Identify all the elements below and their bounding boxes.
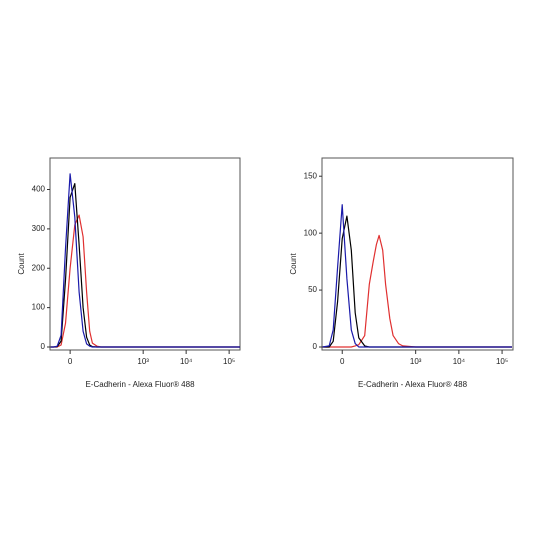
x-tick-label: 10⁵ [223,357,235,366]
plot-frame [321,157,514,351]
x-axis-title: E-Cadherin - Alexa Fluor® 488 [85,380,195,389]
histogram-line [322,204,512,348]
x-tick-label: 10⁴ [453,357,466,366]
y-tick-label: 50 [308,285,317,294]
y-tick-label: 300 [32,224,46,233]
histogram-line [322,234,512,348]
y-tick-label: 100 [32,303,46,312]
x-tick-label: 10⁴ [180,357,193,366]
x-tick-label: 10³ [410,357,422,366]
x-tick-label: 10⁵ [496,357,508,366]
y-tick-label: 0 [313,342,318,351]
y-tick-label: 200 [32,263,46,272]
y-tick-label: 150 [304,171,318,180]
y-tick-label: 400 [32,185,46,194]
y-tick-label: 100 [304,228,318,237]
histogram-line [50,173,240,348]
y-axis-title: Count [17,253,26,275]
x-tick-label: 0 [68,357,73,366]
y-tick-label: 0 [41,342,46,351]
histogram-line [50,183,240,348]
x-axis-title: E-Cadherin - Alexa Fluor® 488 [358,380,468,389]
plot-frame [49,157,241,351]
y-axis-title: Count [289,253,298,275]
x-tick-label: 0 [340,357,345,366]
x-tick-label: 10³ [137,357,149,366]
